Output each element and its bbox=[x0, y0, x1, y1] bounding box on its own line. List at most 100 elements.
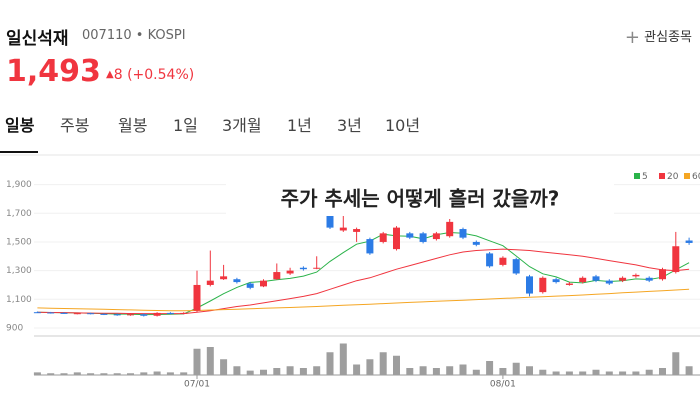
volume-bar bbox=[33, 372, 41, 375]
candle-body bbox=[113, 314, 121, 316]
change-value: 8 bbox=[113, 67, 123, 83]
volume-bar bbox=[166, 372, 174, 375]
volume-bar bbox=[659, 368, 666, 375]
volume-bar bbox=[539, 369, 547, 375]
candle-body bbox=[552, 279, 560, 283]
volume-bar bbox=[127, 373, 134, 375]
volume-bar bbox=[432, 368, 440, 375]
volume-bar bbox=[220, 359, 228, 375]
volume-bar bbox=[113, 373, 121, 375]
candle-body bbox=[565, 283, 573, 285]
candle-body bbox=[206, 280, 214, 285]
tab[interactable]: 월봉 bbox=[118, 116, 148, 135]
volume-bar bbox=[619, 371, 627, 375]
volume-bar bbox=[526, 366, 533, 375]
candle-body bbox=[619, 277, 627, 281]
volume-bar bbox=[486, 361, 494, 375]
volume-bar bbox=[273, 368, 281, 375]
candle-body bbox=[33, 312, 41, 314]
candle-body bbox=[366, 239, 374, 254]
tab[interactable]: 3년 bbox=[337, 116, 362, 135]
volume-bar bbox=[579, 371, 587, 375]
candle-body bbox=[73, 313, 81, 315]
annotation-bg bbox=[226, 184, 614, 216]
candle-body bbox=[472, 241, 480, 245]
volume-bar bbox=[366, 359, 374, 375]
candle-body bbox=[220, 276, 228, 280]
candle-body bbox=[486, 253, 494, 267]
tab[interactable]: 10년 bbox=[385, 116, 421, 135]
volume-bar bbox=[353, 364, 361, 375]
volume-bar bbox=[472, 369, 480, 375]
market: KOSPI bbox=[147, 28, 186, 43]
candle-body bbox=[659, 269, 666, 280]
candle-body bbox=[419, 233, 427, 242]
volume-bar bbox=[379, 352, 387, 375]
tab[interactable]: 일봉 bbox=[5, 116, 35, 135]
volume-bar bbox=[685, 366, 693, 375]
candle-body bbox=[299, 267, 307, 270]
candle-body bbox=[432, 233, 440, 240]
candle-body bbox=[592, 276, 600, 281]
candle-body bbox=[579, 277, 587, 283]
tab[interactable]: 주봉 bbox=[60, 116, 90, 135]
candle-body bbox=[685, 240, 693, 243]
watchlist-label: 관심종목 bbox=[644, 30, 692, 45]
volume-bar bbox=[592, 369, 600, 375]
up-arrow: ▲ bbox=[106, 69, 114, 80]
tab[interactable]: 1일 bbox=[173, 116, 198, 135]
change: ▲8 (+0.54%) bbox=[106, 67, 194, 83]
candle-body bbox=[645, 277, 653, 281]
candle-body bbox=[539, 277, 547, 293]
moving-average bbox=[37, 288, 690, 312]
plus-icon: + bbox=[624, 27, 641, 48]
volume-bar bbox=[393, 355, 400, 375]
candle-body bbox=[512, 259, 520, 274]
tab[interactable]: 1년 bbox=[287, 116, 312, 135]
candle-body bbox=[193, 284, 201, 311]
legend-label: 5 bbox=[642, 172, 648, 182]
y-tick-label: 1,100 bbox=[6, 295, 32, 305]
x-tick-label: 08/01 bbox=[490, 380, 516, 390]
candle-body bbox=[313, 267, 321, 269]
candle-body bbox=[233, 279, 241, 283]
stock-name: 일신석재 bbox=[6, 29, 69, 49]
volume-bar bbox=[193, 348, 201, 375]
volume-bar bbox=[60, 373, 68, 375]
moving-average bbox=[37, 248, 690, 315]
y-tick-label: 1,300 bbox=[6, 266, 32, 276]
candle-body bbox=[100, 313, 108, 315]
volume-bar bbox=[313, 366, 321, 375]
candle-body bbox=[286, 270, 294, 274]
volume-bar bbox=[100, 373, 108, 375]
volume-bar bbox=[632, 371, 640, 375]
change-pct: (+0.54%) bbox=[127, 67, 195, 83]
volume-bar bbox=[299, 368, 307, 375]
y-tick-label: 1,700 bbox=[6, 209, 32, 219]
volume-bar bbox=[206, 347, 214, 375]
tab[interactable]: 3개월 bbox=[222, 116, 262, 135]
legend-swatch bbox=[634, 173, 640, 179]
candle-body bbox=[393, 227, 400, 250]
y-tick-label: 900 bbox=[6, 323, 23, 333]
candle-body bbox=[153, 312, 161, 316]
moving-average bbox=[37, 231, 690, 316]
watchlist-button[interactable]: + 관심종목 bbox=[625, 26, 692, 48]
candle-body bbox=[459, 229, 467, 238]
candle-body bbox=[499, 257, 507, 265]
volume-bar bbox=[605, 371, 613, 375]
volume-bar bbox=[459, 364, 467, 375]
y-tick-label: 1,500 bbox=[6, 237, 32, 247]
candle-body bbox=[246, 283, 254, 288]
annotation: 주가 추세는 어떻게 흘러 갔을까? bbox=[281, 187, 560, 211]
volume-bar bbox=[73, 372, 81, 375]
volume-bar bbox=[47, 373, 55, 375]
code: 007110 bbox=[82, 28, 132, 43]
candle-body bbox=[127, 314, 134, 316]
volume-bar bbox=[180, 372, 188, 375]
candle-body bbox=[406, 233, 414, 238]
volume-bar bbox=[499, 368, 507, 375]
candle-body bbox=[273, 272, 281, 280]
